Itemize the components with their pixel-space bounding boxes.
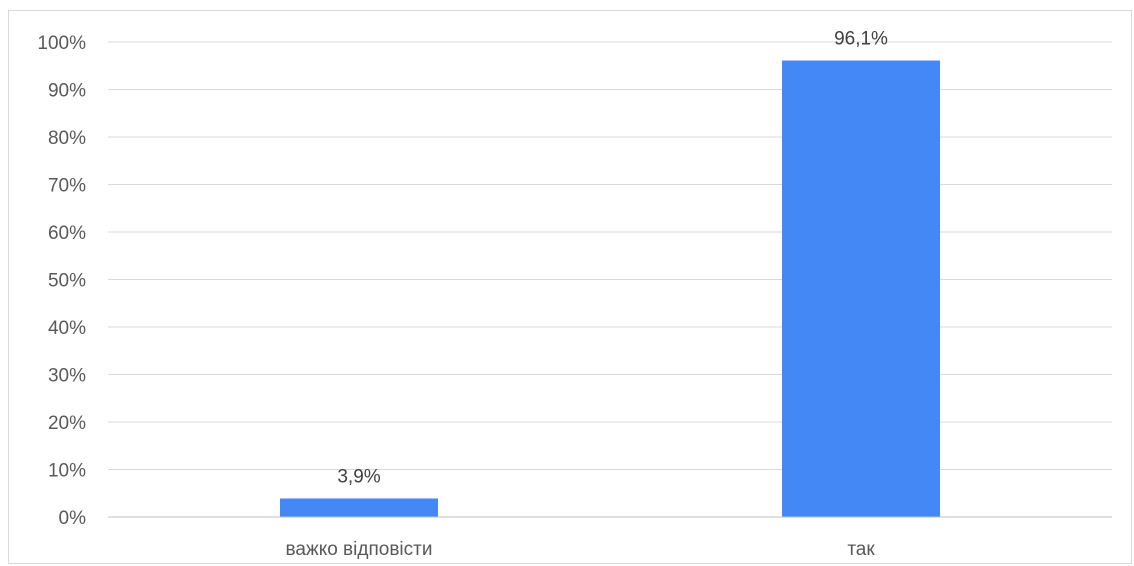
bars — [280, 61, 940, 517]
y-tick-label: 80% — [48, 128, 86, 149]
data-label: 3,9% — [337, 466, 380, 487]
y-tick-label: 50% — [48, 271, 86, 292]
x-axis-labels: важко відповісти так — [286, 539, 876, 560]
data-label: 96,1% — [834, 29, 888, 50]
y-tick-label: 20% — [48, 413, 86, 434]
y-tick-label: 10% — [48, 461, 86, 482]
category-label: важко відповісти — [286, 539, 433, 560]
y-tick-label: 100% — [37, 33, 86, 54]
y-tick-label: 40% — [48, 318, 86, 339]
bar — [782, 61, 940, 517]
y-tick-label: 70% — [48, 176, 86, 197]
y-tick-label: 0% — [59, 508, 87, 529]
bar — [280, 498, 438, 517]
y-axis-ticks: 0% 10% 20% 30% 40% 50% 60% 70% 80% 90% 100% — [37, 33, 86, 529]
y-tick-label: 60% — [48, 223, 86, 244]
y-tick-label: 90% — [48, 81, 86, 102]
category-label: так — [847, 539, 875, 560]
y-tick-label: 30% — [48, 366, 86, 387]
gridlines — [108, 42, 1112, 470]
